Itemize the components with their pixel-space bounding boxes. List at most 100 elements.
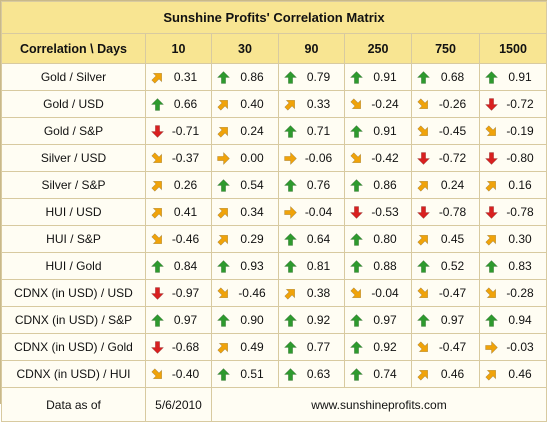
correlation-value: 0.16 [508, 178, 532, 192]
arrow-down-icon [416, 205, 430, 219]
correlation-cell: 0.66 [145, 90, 212, 118]
correlation-value: 0.74 [373, 367, 397, 381]
correlation-value: -0.24 [371, 97, 399, 111]
arrow-up-icon [283, 367, 297, 381]
correlation-value: -0.46 [238, 286, 266, 300]
correlation-value: 0.77 [306, 340, 331, 354]
correlation-value: 0.94 [508, 313, 532, 327]
arrow-down-right-icon [416, 124, 430, 138]
arrow-up-right-icon [484, 178, 498, 192]
arrow-up-icon [150, 97, 164, 111]
row-label: Silver / USD [1, 144, 146, 172]
arrow-down-icon [484, 97, 498, 111]
row-label: CDNX (in USD) / USD [1, 279, 146, 307]
row-label: Gold / Silver [1, 63, 146, 91]
arrow-up-icon [283, 259, 297, 273]
correlation-value: -0.06 [304, 151, 333, 165]
correlation-cell: 0.00 [211, 144, 279, 172]
correlation-cell: 0.52 [411, 252, 480, 280]
arrow-down-right-icon [150, 367, 164, 381]
correlation-cell: -0.28 [479, 279, 547, 307]
row-label: Gold / USD [1, 90, 146, 118]
arrow-down-right-icon [150, 232, 164, 246]
correlation-cell: -0.19 [479, 117, 547, 145]
correlation-value: -0.72 [506, 97, 534, 111]
correlation-cell: 0.30 [479, 225, 547, 253]
arrow-up-icon [349, 259, 363, 273]
arrow-right-icon [283, 205, 297, 219]
correlation-cell: 0.92 [278, 306, 345, 334]
correlation-cell: -0.26 [411, 90, 480, 118]
correlation-value: 0.90 [240, 313, 264, 327]
correlation-cell: -0.40 [145, 360, 212, 388]
row-label: Gold / S&P [1, 117, 146, 145]
row-label: CDNX (in USD) / Gold [1, 333, 146, 361]
footer-site-link[interactable]: www.sunshineprofits.com [211, 387, 547, 422]
arrow-up-icon [349, 70, 363, 84]
arrow-up-right-icon [150, 205, 164, 219]
row-label: HUI / USD [1, 198, 146, 226]
correlation-value: -0.68 [171, 340, 200, 354]
arrow-up-icon [484, 259, 498, 273]
correlation-value: 0.91 [508, 70, 532, 84]
correlation-cell: 0.45 [411, 225, 480, 253]
arrow-down-icon [349, 205, 363, 219]
arrow-down-right-icon [416, 286, 430, 300]
correlation-cell: 0.29 [211, 225, 279, 253]
correlation-value: -0.03 [506, 340, 534, 354]
correlation-cell: -0.72 [479, 90, 547, 118]
correlation-cell: 0.97 [411, 306, 480, 334]
column-header-10: 10 [145, 33, 212, 64]
correlation-cell: -0.71 [145, 117, 212, 145]
arrow-up-icon [216, 70, 230, 84]
arrow-up-right-icon [216, 340, 230, 354]
correlation-cell: 0.84 [145, 252, 212, 280]
arrow-up-icon [484, 313, 498, 327]
correlation-value: 0.91 [373, 124, 397, 138]
correlation-value: 0.33 [306, 97, 331, 111]
column-header-750: 750 [411, 33, 480, 64]
correlation-value: 0.24 [240, 124, 264, 138]
correlation-cell: 0.97 [145, 306, 212, 334]
correlation-value: 0.41 [173, 205, 198, 219]
correlation-cell: 0.51 [211, 360, 279, 388]
table-row: CDNX (in USD) / USD -0.97 -0.46 0.38 -0.04 -0… [1, 279, 547, 307]
correlation-cell: -0.97 [145, 279, 212, 307]
correlation-cell: 0.49 [211, 333, 279, 361]
arrow-up-right-icon [150, 178, 164, 192]
arrow-down-right-icon [349, 97, 363, 111]
arrow-up-icon [349, 232, 363, 246]
table-row: HUI / Gold 0.84 0.93 0.81 0.88 0.52 0.83 [1, 252, 547, 280]
row-label: Silver / S&P [1, 171, 146, 199]
footer-row: Data as of 5/6/2010 www.sunshineprofits.… [1, 387, 547, 422]
correlation-value: -0.37 [171, 151, 200, 165]
arrow-up-icon [216, 313, 230, 327]
correlation-cell: -0.78 [479, 198, 547, 226]
correlation-value: 0.79 [306, 70, 331, 84]
arrow-up-right-icon [216, 205, 230, 219]
arrow-down-icon [484, 151, 498, 165]
arrow-right-icon [484, 340, 498, 354]
correlation-value: -0.40 [171, 367, 200, 381]
correlation-cell: 0.46 [479, 360, 547, 388]
arrow-down-icon [150, 286, 164, 300]
correlation-value: -0.53 [371, 205, 399, 219]
correlation-value: 0.00 [240, 151, 264, 165]
arrow-up-right-icon [416, 367, 430, 381]
correlation-value: 0.63 [306, 367, 331, 381]
footer-date: 5/6/2010 [145, 387, 212, 422]
correlation-cell: -0.42 [344, 144, 412, 172]
correlation-value: -0.78 [506, 205, 534, 219]
table-row: Gold / S&P -0.71 0.24 0.71 0.91 -0.45 -0.19 [1, 117, 547, 145]
arrow-down-right-icon [416, 340, 430, 354]
row-label: CDNX (in USD) / HUI [1, 360, 146, 388]
correlation-value: 0.86 [373, 178, 397, 192]
arrow-up-icon [283, 232, 297, 246]
correlation-value: 0.30 [508, 232, 532, 246]
correlation-cell: 0.91 [344, 63, 412, 91]
correlation-value: -0.04 [371, 286, 399, 300]
arrow-down-right-icon [416, 97, 430, 111]
arrow-up-icon [150, 313, 164, 327]
correlation-value: 0.49 [240, 340, 264, 354]
arrow-down-right-icon [150, 151, 164, 165]
